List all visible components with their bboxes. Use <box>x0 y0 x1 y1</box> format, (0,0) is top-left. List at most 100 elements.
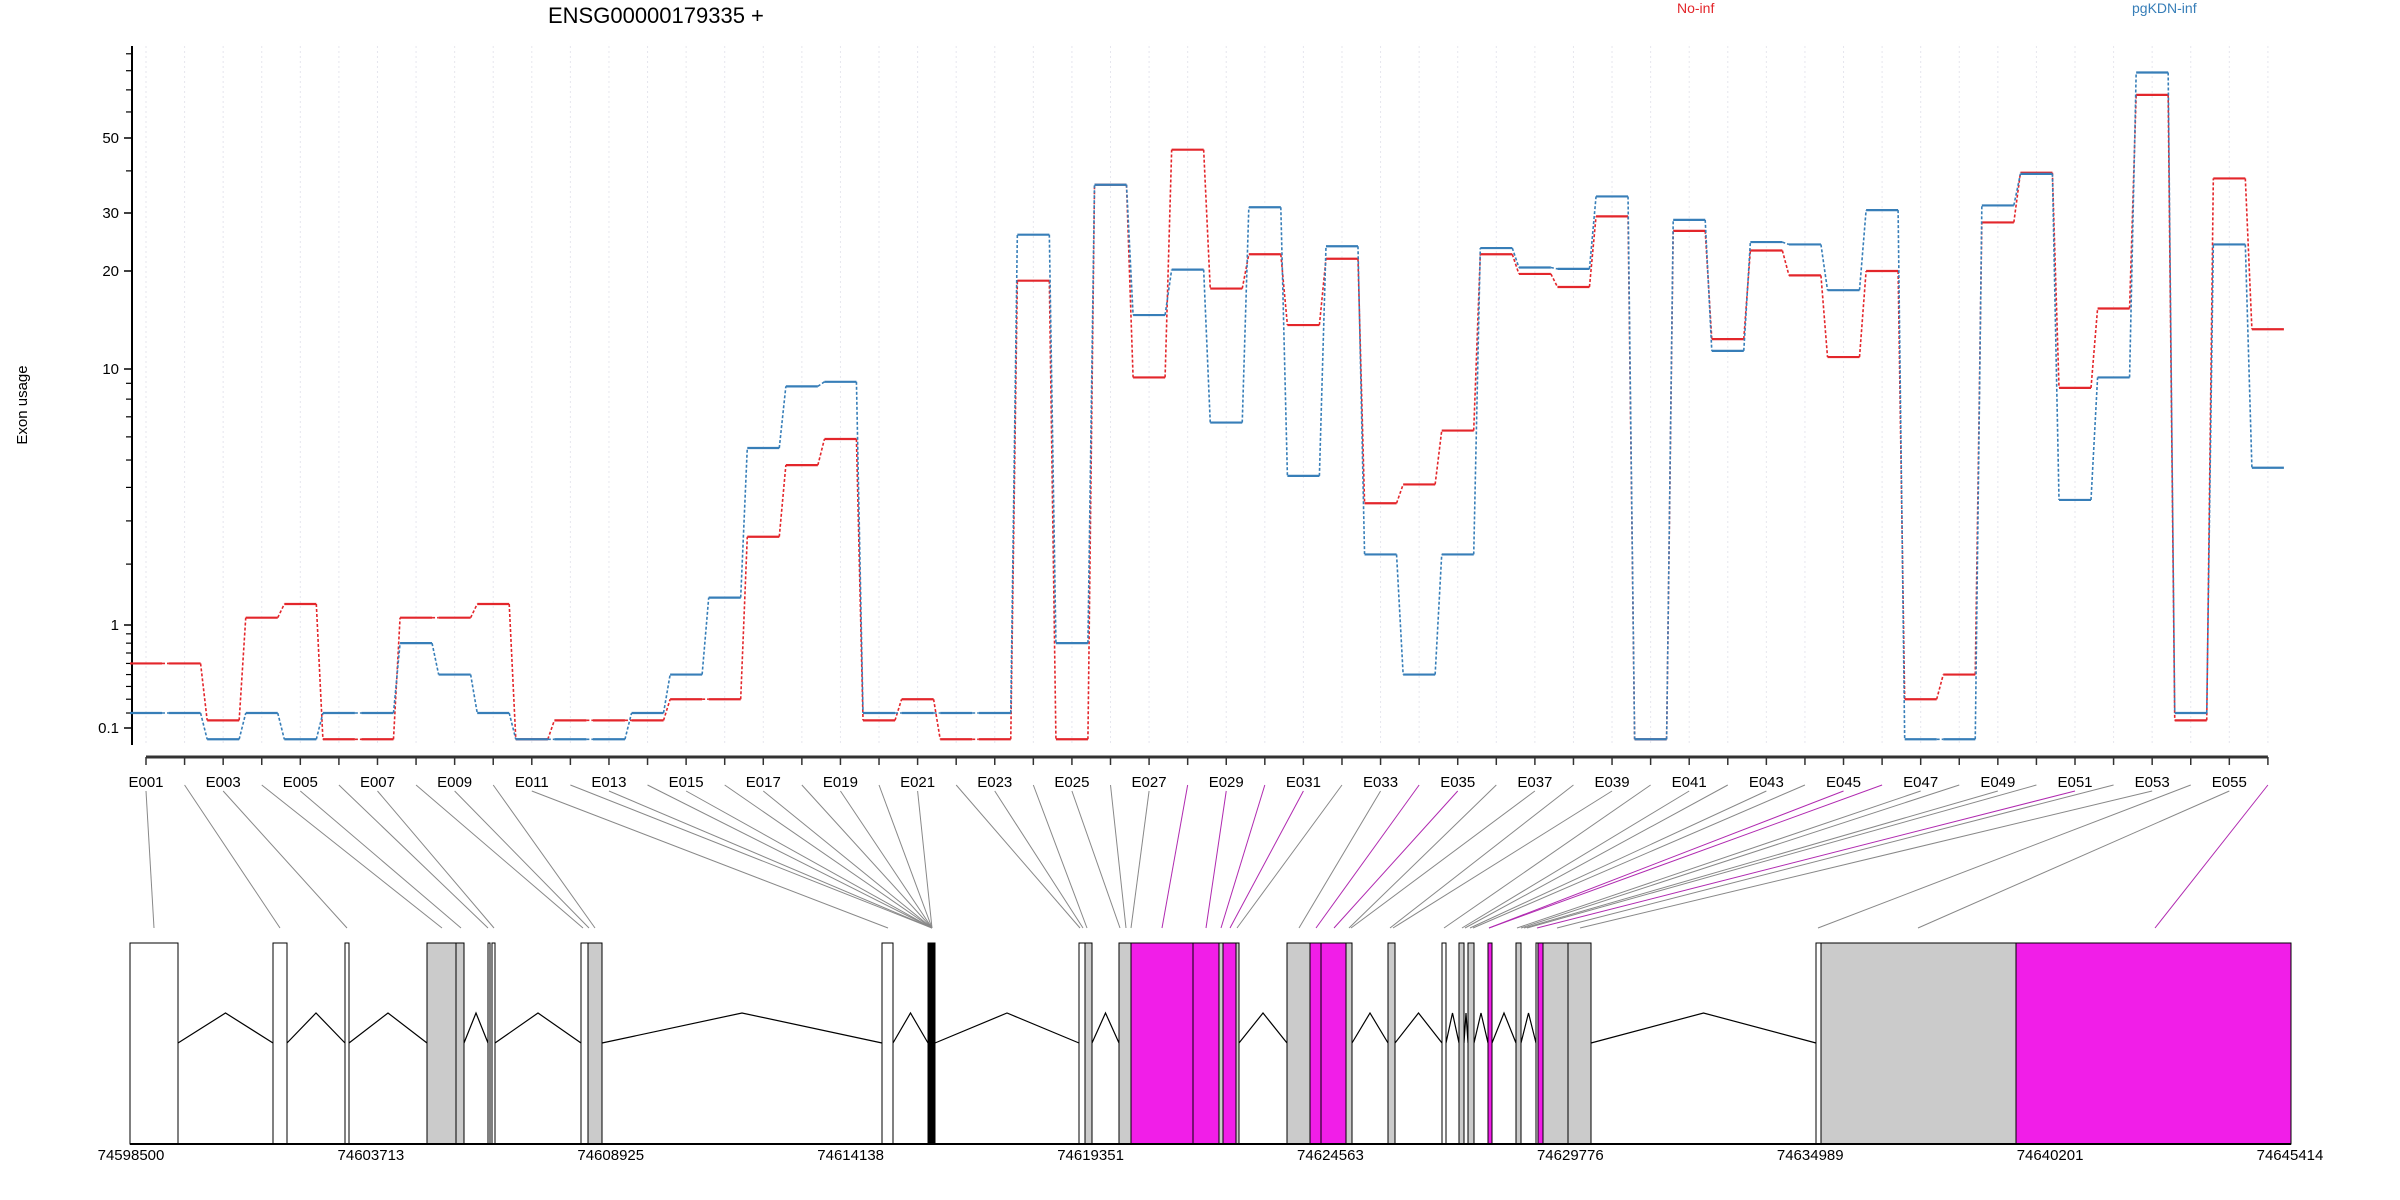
series-connector <box>508 712 517 740</box>
x-tick-label: E049 <box>1980 774 2015 791</box>
series-connector <box>1782 241 1790 246</box>
exon-box <box>927 942 936 1145</box>
series-connector <box>1858 210 1867 291</box>
series-connector <box>1241 254 1250 289</box>
intron <box>1590 1012 1817 1044</box>
mapping-line <box>1472 784 1806 929</box>
mapping-line <box>1579 790 2153 929</box>
mapping-line <box>1917 790 2230 929</box>
exon-box <box>491 942 496 1145</box>
series-connector <box>739 536 749 700</box>
y-tick-label: 20 <box>102 263 119 280</box>
x-tick-label: E005 <box>283 774 318 791</box>
y-axis: 0.1 1 10 20 30 50 <box>98 46 133 745</box>
x-tick-label: E011 <box>515 774 549 791</box>
mapping-line-significant <box>1205 790 1227 929</box>
exon-box <box>587 942 603 1145</box>
x-tick-label: E017 <box>746 774 781 791</box>
genomic-tick-label: 74614138 <box>817 1147 884 1164</box>
y-tick-label: 30 <box>102 205 119 222</box>
series-connector <box>1357 258 1366 504</box>
series-connector <box>1241 207 1250 423</box>
mapping-line <box>1032 784 1088 929</box>
x-tick-label: E051 <box>2057 774 2092 791</box>
genomic-tick-label: 74640201 <box>2017 1147 2084 1164</box>
x-axis: E001 E003 E005 E007 E009 E011 E013 E015 E017 E019… <box>128 755 2269 791</box>
exon-box <box>1815 942 1822 1145</box>
mapping-line <box>1348 784 1497 929</box>
series-connector <box>1434 430 1443 485</box>
genomic-axis: 74598500 74603713 74608925 74614138 74619351… <box>98 1143 2323 1164</box>
series-connector <box>392 643 401 714</box>
exon-box <box>580 942 589 1145</box>
mapping-line <box>955 784 1081 929</box>
series-connector <box>547 720 556 740</box>
series-connector <box>817 381 825 388</box>
intron <box>1394 1012 1443 1044</box>
y-tick-label: 10 <box>102 361 119 378</box>
exon-box <box>1084 942 1093 1145</box>
genomic-tick-label: 74629776 <box>1537 1147 1604 1164</box>
y-tick-label: 0.1 <box>98 720 119 737</box>
mapping-line <box>299 790 462 929</box>
intron <box>1351 1011 1389 1044</box>
x-tick-label: E031 <box>1286 774 1321 791</box>
mapping-line <box>762 790 933 929</box>
mapping-line <box>1526 784 2037 929</box>
mapping-line <box>1464 784 1729 929</box>
y-tick-label: 50 <box>102 130 119 147</box>
series-connector <box>1318 246 1327 476</box>
series-connector <box>1087 184 1096 644</box>
mapping-line <box>1516 790 1921 929</box>
mapping-line-significant <box>1229 790 1304 929</box>
mapping-line <box>801 784 933 929</box>
y-axis-label: Exon usage <box>14 365 31 444</box>
series-connector <box>1511 253 1520 275</box>
mapping-line <box>570 784 933 929</box>
mapping-line <box>685 790 933 929</box>
mapping-line <box>917 790 933 929</box>
mapping-line <box>1298 790 1381 929</box>
mapping-line-significant <box>1488 790 1844 929</box>
exon-box <box>1286 942 1311 1145</box>
intron <box>286 1012 346 1044</box>
series-connector <box>1588 216 1597 288</box>
x-tick-label: E001 <box>128 774 163 791</box>
series-connector <box>1820 244 1829 291</box>
mapping-line-significant <box>1488 784 1883 929</box>
series-lines <box>130 71 2284 741</box>
mapping-line <box>1817 784 2191 929</box>
series-connector <box>508 603 517 740</box>
intron <box>892 1011 929 1044</box>
genomic-tick-label: 74634989 <box>1777 1147 1844 1164</box>
x-tick-label: E021 <box>900 774 935 791</box>
mapping-line <box>840 790 933 929</box>
series-connector <box>1048 234 1057 644</box>
series-connector <box>2205 244 2215 714</box>
series-connector <box>199 712 208 740</box>
mapping-line <box>1389 784 1574 929</box>
series-connector <box>2090 377 2099 500</box>
series-connector <box>315 603 324 740</box>
exon-box <box>1078 942 1086 1145</box>
genomic-tick-label: 74598500 <box>98 1147 165 1164</box>
series-connector <box>276 712 286 740</box>
mapping-line <box>1350 790 1536 929</box>
series-connector <box>894 698 903 721</box>
series-connector <box>1472 248 1482 555</box>
exon-box <box>1537 942 1544 1145</box>
series-connector <box>1550 273 1559 288</box>
series-connector <box>855 381 864 714</box>
mapping-line <box>608 790 933 929</box>
mapping-line <box>1469 790 1767 929</box>
series-connector <box>1588 196 1597 269</box>
intron <box>177 1012 274 1044</box>
series-connector <box>1395 554 1404 675</box>
intron <box>601 1012 883 1044</box>
intron <box>1445 1012 1460 1044</box>
mapping-line-significant <box>1333 790 1459 929</box>
x-tick-label: E035 <box>1440 774 1475 791</box>
x-tick-label: E025 <box>1054 774 1089 791</box>
series-connector <box>1280 254 1289 326</box>
